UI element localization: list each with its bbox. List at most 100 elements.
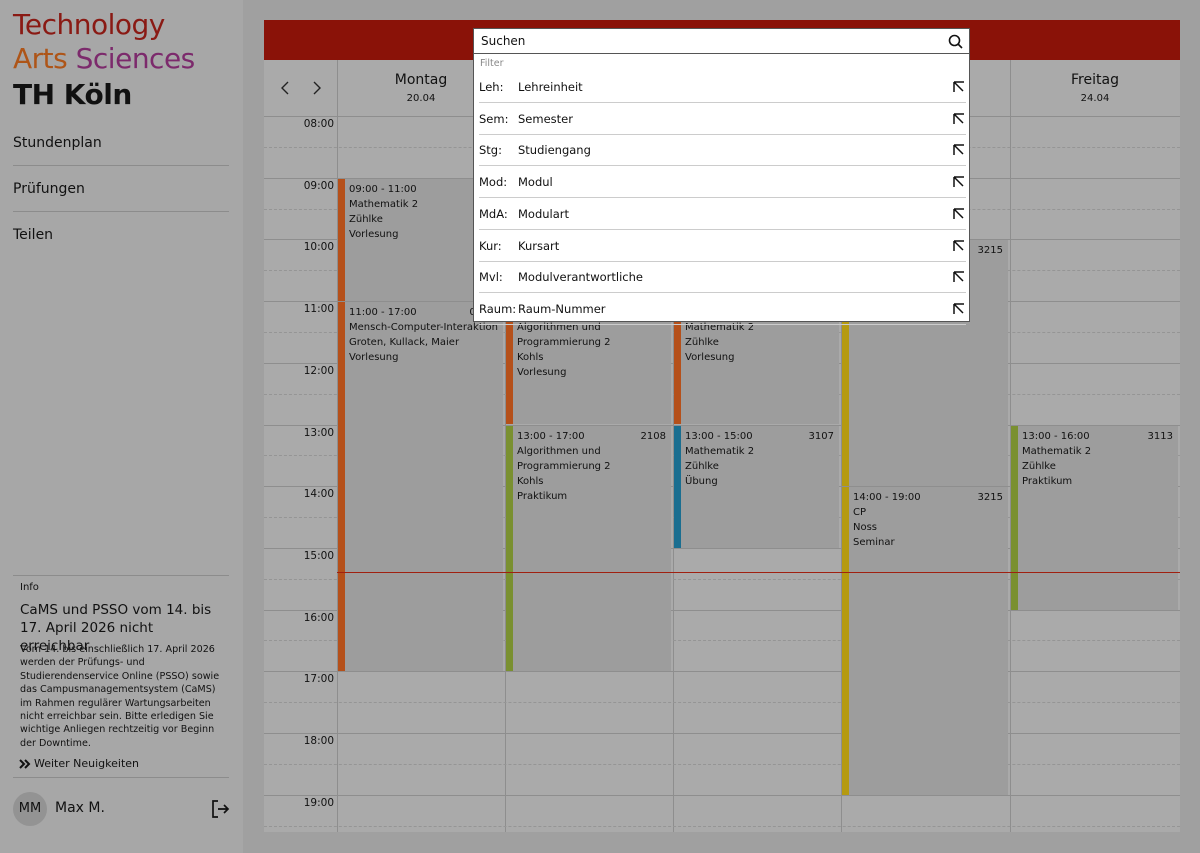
filter-row[interactable]: Mod: Modul [479,166,966,199]
filter-label: Semester [518,111,573,126]
event-text: Programmierung 2 [517,460,611,472]
event[interactable]: 14:00 - 19:00 3215 CP Noss Seminar [842,487,1008,795]
time-label: 09:00 [303,179,334,192]
event-text: Kohls [517,475,544,487]
time-label: 14:00 [303,488,334,501]
column-line [505,60,506,832]
event-text: Zühlke [685,337,719,349]
filter-row[interactable]: Stg: Studiengang [479,134,966,167]
event-text: Zühlke [349,213,383,225]
time-label: 17:00 [303,673,334,686]
event[interactable]: 11:00 - 13:00Algorithmen undProgrammieru… [506,302,671,425]
filter-row[interactable]: Kur: Kursart [479,230,966,262]
event-text: Vorlesung [517,367,567,379]
apply-icon[interactable] [953,144,965,156]
event-text: Vorlesung [685,352,735,364]
filter-row[interactable]: Leh: Lehreinheit [479,71,966,103]
column-line [1010,60,1011,832]
event-color-bar [338,302,345,672]
event-room: 3107 [808,430,834,442]
event[interactable]: 13:00 - 15:00 3107 Mathematik 2 Zühlke Übung [674,425,839,548]
event-text: Übung [685,475,718,487]
apply-icon[interactable] [953,112,965,125]
event-text: Seminar [853,537,895,549]
info-link[interactable]: Weiter Neuigkeiten [34,757,140,770]
divider [13,575,229,576]
sidebar: Technology Arts Sciences TH Köln Stunden… [0,0,243,853]
filter-label: Filter [480,58,504,69]
event-time: 09:00 - 11:00 [349,183,417,195]
filter-label: Raum-Nummer [518,301,606,316]
event-time: 13:00 - 15:00 [685,430,753,442]
apply-icon[interactable] [953,239,965,252]
event-text: Groten, Kullack, Maier [349,337,460,349]
event[interactable]: 13:00 - 17:00 2108 Algorithmen und Programm… [506,425,671,672]
day-name: Freitag [1071,72,1119,88]
column-line [673,60,674,832]
day-date: 24.04 [1080,93,1110,104]
filter-prefix: Kur: [479,238,502,253]
search-input[interactable]: Suchen [474,29,969,54]
filter-prefix: Sem: [479,111,509,126]
day-name: Montag [394,72,448,88]
logout-icon[interactable] [210,799,230,819]
search-icon[interactable] [948,34,963,49]
current-time-line [337,572,1180,573]
event-text: Mensch-Computer-Interaktion [349,322,498,334]
half-hour-line [264,825,1180,827]
half-hour-line [264,640,1180,642]
filter-row[interactable]: MdA: Modulart [479,198,966,230]
info-title: CaMS und PSSO vom 14. bis 17. April 2026… [20,602,212,654]
logo-line: Arts Sciences [13,42,195,76]
filter-prefix: Mod: [479,175,508,190]
apply-icon[interactable] [953,176,965,188]
event-text: Algorithmen und [517,322,601,334]
event-text: Mathematik 2 [349,198,419,210]
event-color-bar [674,302,681,425]
user-name: Max M. [55,800,105,816]
apply-icon[interactable] [953,303,965,315]
time-label: 19:00 [303,796,334,809]
event[interactable]: 11:00 - 17:000502,Mensch-Computer-Intera… [338,302,503,672]
nav-item[interactable]: Teilen [13,227,54,243]
event-text: Programmierung 2 [517,337,611,349]
filter-label: Modulart [518,206,570,221]
apply-icon[interactable] [953,81,965,93]
divider [13,777,229,778]
filter-row[interactable]: Sem: Semester [479,103,966,135]
nav-item[interactable]: Prüfungen [13,166,229,212]
column-line [337,60,338,832]
event-time: 13:00 - 16:00 [1022,430,1090,442]
event-time: 13:00 - 17:00 [517,430,585,442]
event-color-bar [338,178,345,302]
filter-row[interactable]: Mvl: Modulverantwortliche [479,261,966,294]
info-label: Info [20,582,39,593]
event-text: Zühlke [685,460,719,472]
time-label: 11:00 [303,303,334,316]
filter-row[interactable]: Raum: Raum-Nummer [479,293,966,325]
event-color-bar [1011,425,1018,610]
filter-label: Studiengang [518,143,591,158]
event-color-bar [842,240,849,487]
nav-item[interactable]: Stundenplan [13,120,229,166]
event-text: CP [853,507,867,519]
half-hour-line [264,578,1180,580]
filter-prefix: Raum: [479,301,517,316]
hour-line [264,424,1180,426]
time-label: 12:00 [303,364,334,377]
event-color-bar [842,487,849,795]
apply-icon[interactable] [953,208,965,220]
event-room: 3215 [977,245,1003,257]
search-dropdown: Suchen Filter Leh: Lehreinheit Sem: Semeste… [473,28,970,325]
column-line [841,60,842,832]
event-room: 3215 [977,492,1003,504]
week-nav[interactable] [278,80,328,96]
event-time: 14:00 - 19:00 [853,492,921,504]
event-text: Praktikum [517,490,568,502]
hour-line [264,547,1180,549]
apply-icon[interactable] [953,271,965,283]
event-color-bar [506,302,513,425]
event[interactable]: 13:00 - 16:00 3113 Mathematik 2 Zühlke Prakt… [1011,425,1178,610]
